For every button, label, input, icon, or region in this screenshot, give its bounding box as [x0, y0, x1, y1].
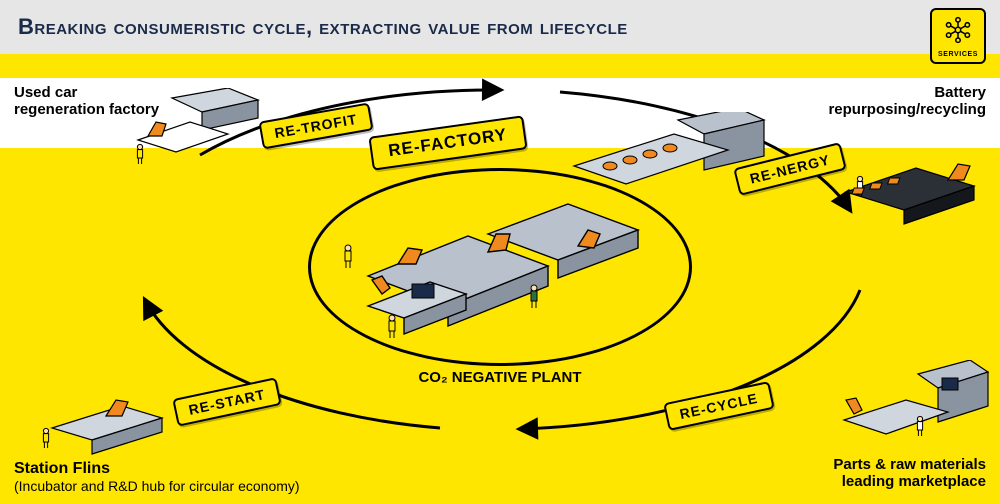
label-subline: (Incubator and R&D hub for circular econ… — [14, 478, 300, 494]
label-bottom-left: Station Flins (Incubator and R&D hub for… — [14, 460, 300, 494]
scene-top-right — [838, 150, 988, 240]
network-icon — [941, 15, 975, 50]
label-line: Battery — [828, 84, 986, 101]
services-label: SERVICES — [938, 51, 978, 58]
label-line: Parts & raw materials — [833, 456, 986, 473]
label-top-left: Used car regeneration factory — [14, 84, 159, 119]
label-line: leading marketplace — [833, 473, 986, 490]
label-bottom-right: Parts & raw materials leading marketplac… — [833, 456, 986, 491]
center-subtitle: CO₂ NEGATIVE PLANT — [298, 369, 702, 386]
label-top-right: Battery repurposing/recycling — [828, 84, 986, 119]
factory-illustration — [338, 186, 662, 346]
label-line: Station Flins — [14, 460, 300, 478]
services-badge: SERVICES — [930, 8, 986, 64]
label-line: repurposing/recycling — [828, 101, 986, 118]
scene-bottom-right — [830, 360, 990, 460]
scene-top-right-inner — [566, 112, 766, 208]
label-line: regeneration factory — [14, 101, 159, 118]
scene-bottom-left — [36, 392, 176, 462]
label-line: Used car — [14, 84, 159, 101]
